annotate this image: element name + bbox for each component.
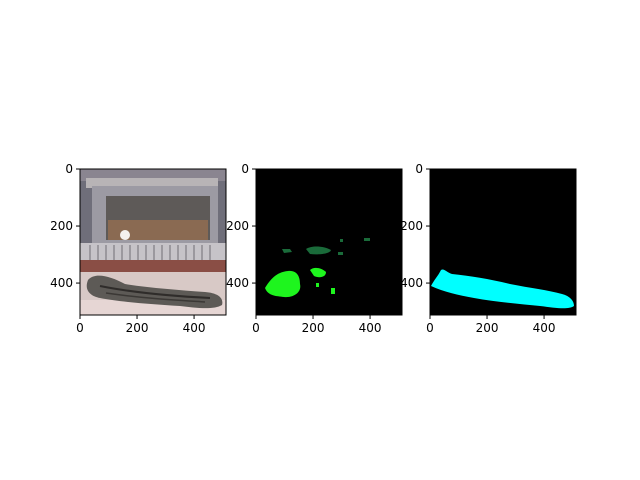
x-tick-label: 0 xyxy=(426,321,434,335)
x-tick-label: 200 xyxy=(476,321,499,335)
axes-frame xyxy=(255,168,403,316)
y-tick-label: 400 xyxy=(50,276,73,290)
mask-region-dark xyxy=(282,249,292,253)
x-tick-label: 200 xyxy=(302,321,325,335)
y-tick-label: 0 xyxy=(241,162,249,176)
panel-mask-green xyxy=(256,169,402,315)
mask-region-dark xyxy=(338,252,343,255)
axes-frame xyxy=(429,168,577,316)
x-tick-label: 400 xyxy=(359,321,382,335)
mask-region-dark xyxy=(306,246,331,255)
mask-region-bright xyxy=(265,270,301,298)
y-tick-label: 200 xyxy=(50,219,73,233)
mask-region-cyan xyxy=(431,269,574,309)
mask-region-bright xyxy=(316,283,319,287)
mask-region-dark xyxy=(340,239,343,242)
y-tick-label: 0 xyxy=(415,162,423,176)
x-tick-label: 400 xyxy=(183,321,206,335)
x-tick-label: 200 xyxy=(126,321,149,335)
mask-region-bright xyxy=(331,288,335,294)
x-tick-label: 0 xyxy=(252,321,260,335)
panel-photo xyxy=(80,169,226,315)
y-tick-label: 200 xyxy=(400,219,423,233)
axes-layer: 0 200 400 0 200 400 0 200 400 0 200 400 0 200 400 0 200 4… xyxy=(50,162,577,335)
x-tick-label: 0 xyxy=(76,321,84,335)
axes-frame xyxy=(79,168,227,316)
y-tick-label: 200 xyxy=(226,219,249,233)
x-tick-label: 400 xyxy=(533,321,556,335)
mask-region-bright xyxy=(310,267,326,278)
y-tick-label: 400 xyxy=(226,276,249,290)
mask-region-dark xyxy=(364,238,370,241)
y-tick-label: 400 xyxy=(400,276,423,290)
panel-mask-cyan xyxy=(430,169,576,315)
y-tick-label: 0 xyxy=(65,162,73,176)
